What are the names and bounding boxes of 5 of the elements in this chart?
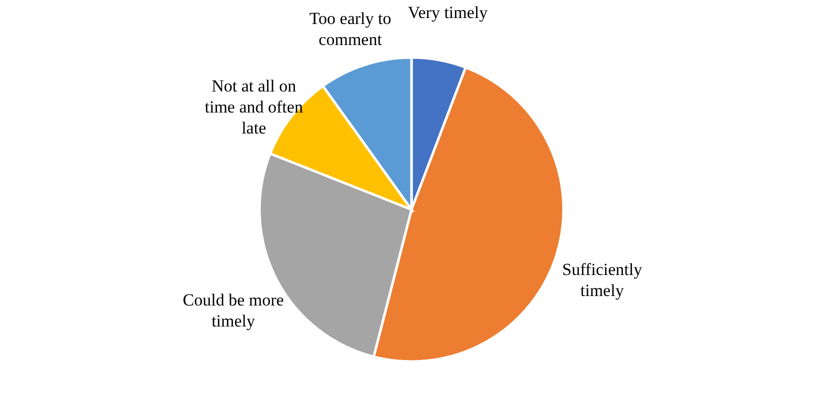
slice-label: Too early to comment [309, 9, 392, 50]
slice-label: Not at all on time and often late [204, 76, 304, 138]
slice-label: Sufficiently timely [562, 260, 643, 300]
slice-label: Very timely [408, 2, 488, 22]
slice-label: Could be more timely [182, 290, 284, 330]
